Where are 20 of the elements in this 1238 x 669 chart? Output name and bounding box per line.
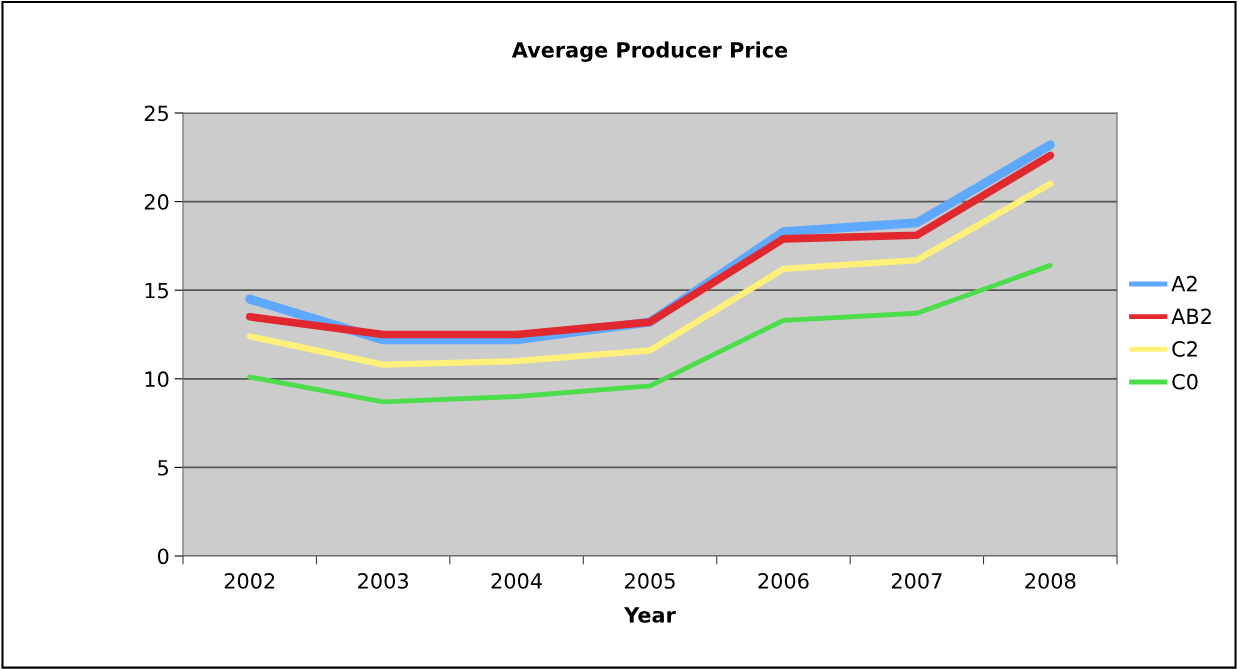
y-tick-label: 25 [144,105,168,122]
y-tick-label: 10 [145,371,169,388]
legend-label: AB2 [1171,308,1211,324]
x-tick-label: 2008 [1025,573,1076,589]
x-tick-label: 2007 [891,573,942,589]
y-tick-label: 0 [157,548,169,565]
x-axis-title: Year [623,607,676,623]
x-tick-label: 2006 [758,573,809,589]
chart-title: Average Producer Price [511,41,788,62]
legend-label: C2 [1172,341,1197,357]
line-series [247,262,1053,405]
y-tick-label: 20 [144,194,169,210]
y-tick-label: 5 [158,460,168,476]
x-tick-label: 2005 [625,573,675,589]
legend-label: C0 [1172,373,1198,390]
x-tick-label: 2004 [491,573,542,589]
x-tick-label: 2003 [358,573,408,589]
x-tick-label: 2002 [224,573,275,589]
y-tick-label: 15 [145,282,168,299]
legend-label: A2 [1171,275,1197,292]
